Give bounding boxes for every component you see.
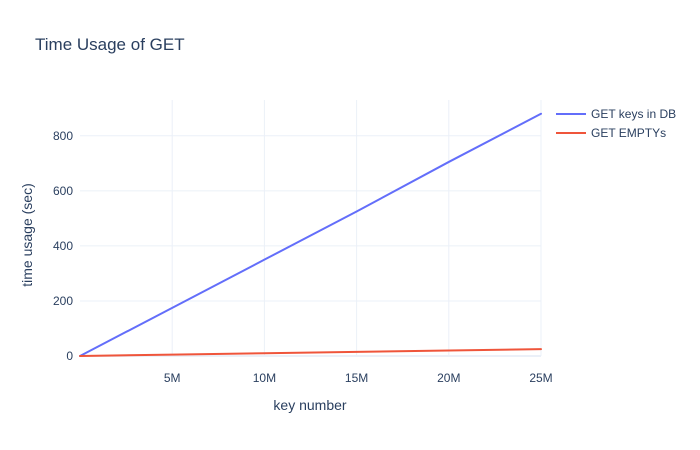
chart-title: Time Usage of GET [35, 35, 185, 54]
grid-layer [80, 100, 542, 357]
x-tick-label: 25M [529, 371, 552, 385]
legend-label-1: GET keys in DB [591, 107, 676, 121]
x-tick-label: 5M [164, 371, 181, 385]
x-tick-label: 15M [345, 371, 368, 385]
y-tick-label: 400 [53, 239, 73, 253]
series-line-2 [79, 348, 542, 357]
legend-label-2: GET EMPTYs [591, 126, 666, 140]
series-line-1 [79, 112, 542, 357]
y-tick-label: 600 [53, 184, 73, 198]
y-tick-label: 800 [53, 129, 73, 143]
tick-layer: 0 200 400 600 800 5M 10M 15M 20M 25M [53, 129, 553, 385]
x-axis-title: key number [273, 397, 346, 413]
y-tick-label: 200 [53, 294, 73, 308]
series-layer [79, 112, 542, 357]
x-tick-label: 20M [437, 371, 460, 385]
legend: GET keys in DB GET EMPTYs [556, 107, 676, 140]
y-axis-title: time usage (sec) [19, 183, 35, 286]
x-tick-label: 10M [253, 371, 276, 385]
y-tick-label: 0 [66, 349, 73, 363]
